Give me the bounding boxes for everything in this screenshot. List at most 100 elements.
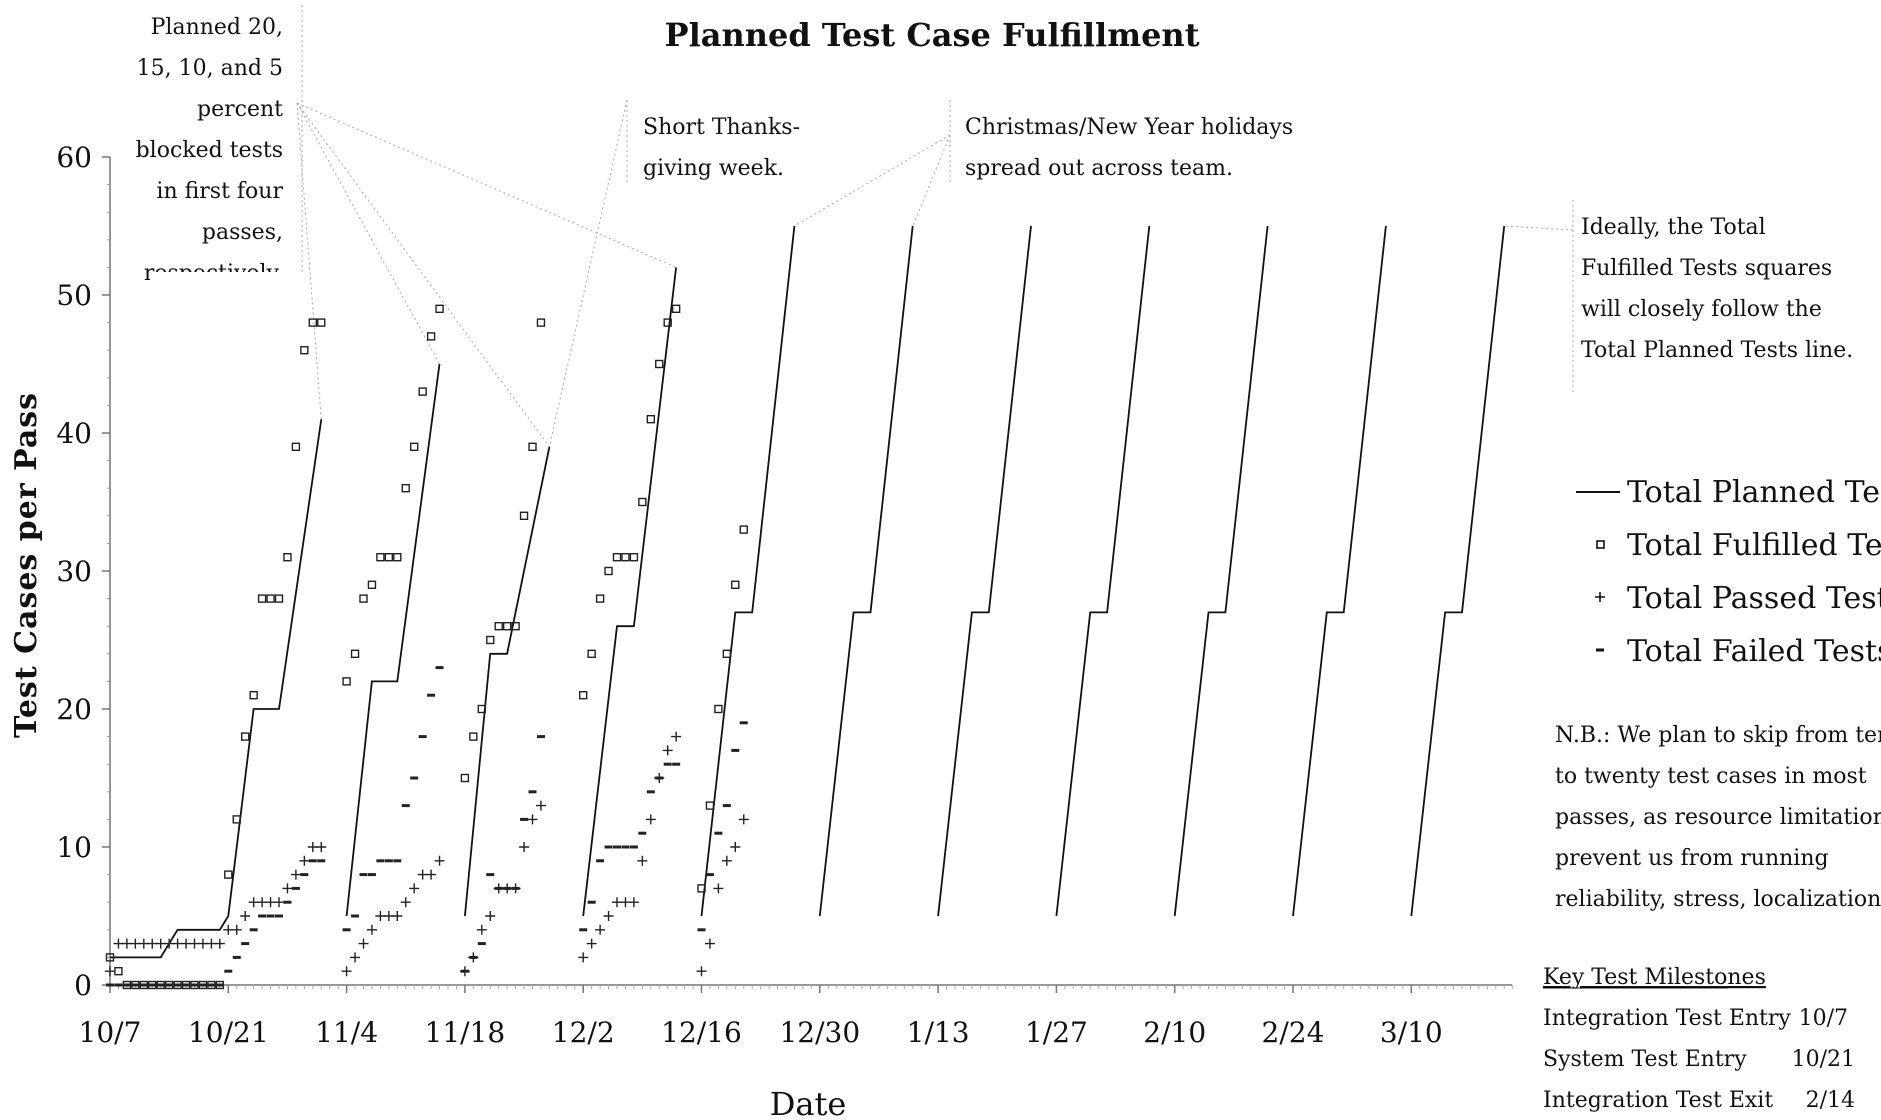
passed-marker: [730, 842, 741, 852]
fulfilled-marker: [283, 553, 292, 562]
fulfilled-marker: [317, 318, 326, 327]
passed-marker: [231, 924, 242, 935]
fulfilled-marker: [604, 566, 613, 576]
fulfilled-marker: [266, 594, 275, 603]
fulfilled-marker: [511, 622, 520, 631]
y-tick-label: 40: [56, 417, 92, 450]
fulfilled-marker: [486, 635, 495, 645]
passed-marker: [485, 911, 496, 921]
fulfilled-marker: [477, 704, 486, 714]
passed-marker: [164, 938, 175, 949]
y-tick-label: 50: [56, 279, 92, 312]
fulfilled-marker: [629, 553, 639, 562]
annotation-leaders: [296, 5, 1574, 448]
x-tick-label: 12/2: [552, 1016, 615, 1049]
passed-marker: [383, 911, 394, 921]
fulfilled-marker: [308, 318, 317, 327]
fulfilled-marker: [663, 318, 672, 327]
passed-marker: [426, 869, 437, 880]
passed-marker: [671, 731, 682, 742]
passed-marker: [358, 938, 369, 949]
planned-line: [1173, 225, 1269, 917]
fulfilled-marker: [249, 691, 258, 700]
passed-marker: [721, 855, 732, 866]
x-tick-label: 1/13: [907, 1016, 970, 1049]
passed-marker: [366, 924, 377, 935]
passed-marker: [645, 814, 656, 825]
passed-marker: [612, 897, 622, 908]
fulfilled-marker: [240, 732, 250, 741]
y-tick-label: 0: [74, 969, 92, 1002]
legend-label: Total Failed Tests: [1627, 634, 1881, 669]
fulfilled-marker: [350, 649, 360, 658]
planned-line: [582, 267, 677, 917]
passed-marker: [265, 897, 276, 908]
x-tick-label: 11/4: [315, 1016, 378, 1049]
x-tick-label: 2/24: [1262, 1016, 1325, 1049]
passed-marker: [375, 911, 386, 921]
passed-marker: [181, 938, 192, 949]
annotation-line: percent: [197, 97, 283, 122]
planned-line: [937, 225, 1032, 917]
passed-marker: [586, 938, 597, 949]
passed-marker: [603, 911, 614, 921]
note-line: reliability, stress, localization,: [1555, 887, 1881, 912]
annotation-holidays: Christmas/New Year holidays spread out a…: [965, 115, 1293, 181]
fulfilled-markers: [105, 304, 748, 990]
annotation-leader: [1504, 225, 1574, 231]
legend-label: Total Fulfilled Tests: [1627, 528, 1881, 563]
failed-markers: [106, 666, 748, 987]
annotation-leader: [912, 134, 951, 227]
annotation-line: spread out across team.: [965, 156, 1233, 181]
y-tick-label: 20: [56, 693, 92, 726]
passed-marker: [130, 938, 141, 949]
legend-square-icon: [1596, 540, 1605, 549]
annotation-line: Ideally, the Total: [1581, 215, 1766, 240]
annotation-leader: [794, 134, 951, 227]
milestones-table: Key Test Milestones Integration Test Ent…: [1543, 965, 1855, 1113]
fulfilled-marker: [494, 622, 503, 631]
fulfilled-marker: [671, 304, 681, 313]
fulfilled-marker: [502, 622, 512, 631]
passed-marker: [628, 897, 639, 908]
passed-marker: [274, 897, 284, 908]
fulfilled-marker: [105, 953, 115, 962]
y-axis-label: Test Cases per Pass: [9, 392, 44, 738]
passed-marker: [535, 800, 546, 811]
fulfilled-marker: [359, 594, 368, 603]
passed-marker: [172, 938, 183, 949]
passed-marker: [476, 924, 487, 935]
passed-marker: [299, 855, 310, 866]
passed-marker: [409, 883, 420, 894]
fulfilled-marker: [274, 594, 284, 603]
passed-marker: [738, 814, 749, 825]
x-tick-label: 12/16: [661, 1016, 742, 1049]
passed-marker: [595, 924, 606, 935]
planned-line: [700, 225, 796, 917]
passed-marker: [620, 897, 631, 908]
planned-line: [345, 363, 441, 917]
annotation-thanksgiving: Short Thanks- giving week.: [643, 115, 800, 181]
legend-label: Total Passed Tests: [1627, 581, 1881, 616]
fulfilled-marker: [418, 387, 427, 396]
fulfilled-marker: [393, 553, 402, 562]
fulfilled-marker: [655, 359, 664, 369]
fulfilled-marker: [731, 580, 740, 589]
planned-lines: [110, 225, 1506, 959]
y-tick-label: 30: [56, 555, 92, 588]
passed-marker: [704, 938, 715, 949]
annotation-line: passes,: [202, 220, 283, 245]
legend: Total Planned Tests Total Fulfilled Test…: [1576, 475, 1881, 669]
fulfilled-marker: [528, 442, 537, 451]
fulfilled-marker: [722, 649, 732, 658]
planned-line: [110, 419, 323, 959]
fulfilled-marker: [376, 553, 385, 562]
passed-marker: [147, 938, 158, 949]
legend-plus-icon: [1595, 592, 1605, 602]
annotation-ideal: Ideally, the Total Fulfilled Tests squar…: [1581, 215, 1853, 363]
milestones-heading: Key Test Milestones: [1543, 965, 1766, 990]
planned-line: [464, 446, 551, 917]
planned-line: [818, 225, 914, 917]
fulfilled-marker: [342, 677, 351, 686]
passed-marker: [155, 938, 166, 949]
